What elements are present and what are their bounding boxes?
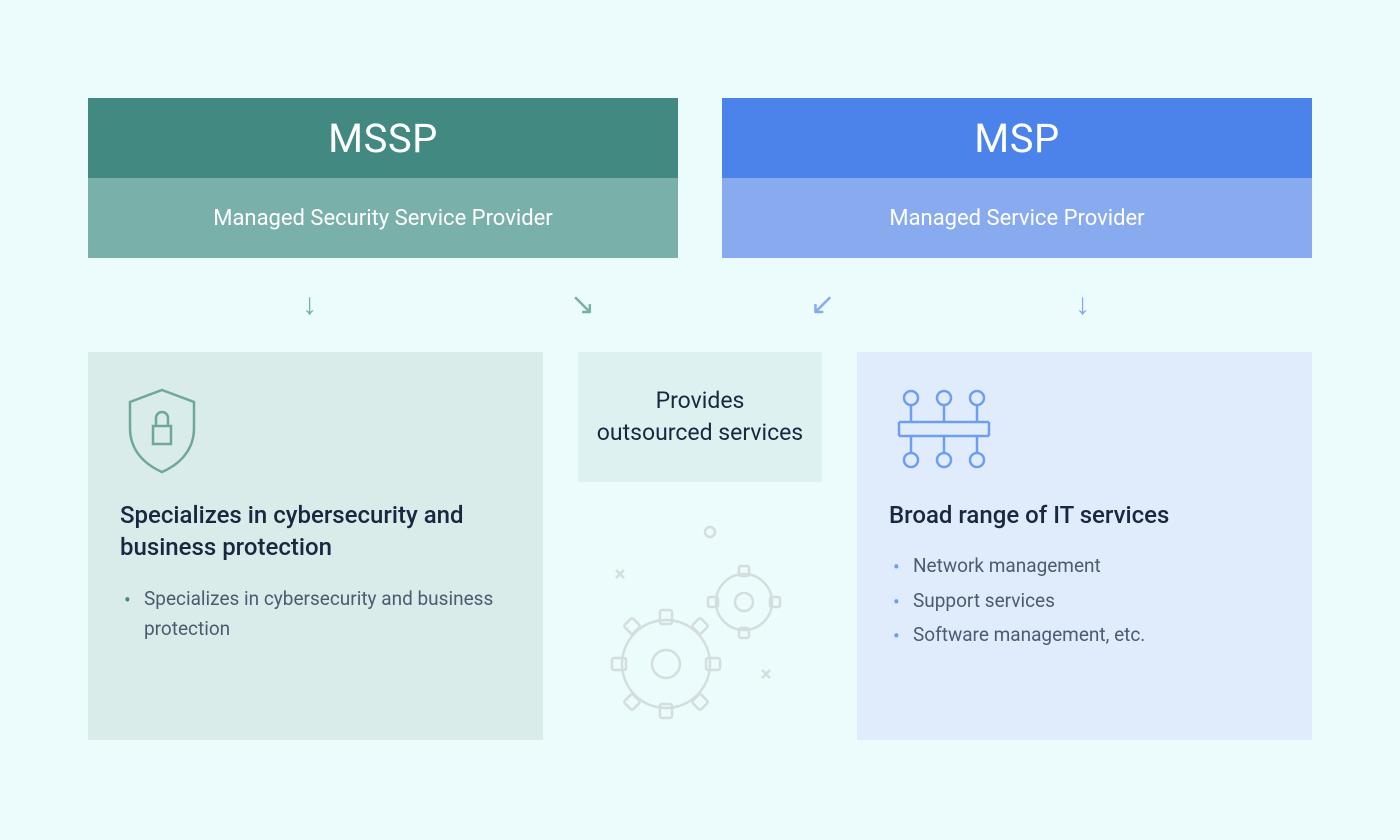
arrow-down-right-icon: ↘: [570, 290, 595, 320]
mssp-subtitle-bar: Managed Security Service Provider: [88, 178, 678, 258]
mssp-title: MSSP: [328, 115, 438, 162]
msp-title: MSP: [974, 115, 1059, 162]
mssp-bullet-list: Specializes in cybersecurity and busines…: [120, 584, 511, 645]
msp-subtitle: Managed Service Provider: [889, 206, 1144, 231]
gears-icon: [580, 520, 810, 740]
shield-lock-icon: [120, 384, 511, 499]
list-item: Network management: [889, 551, 1280, 581]
msp-detail-card: Broad range of IT services Network manag…: [857, 352, 1312, 740]
network-nodes-icon: [889, 384, 1280, 499]
arrow-down-icon: ↓: [302, 290, 317, 320]
mssp-detail-card: Specializes in cybersecurity and busines…: [88, 352, 543, 740]
list-item: Software management, etc.: [889, 620, 1280, 650]
arrow-down-left-icon: ↙: [810, 290, 835, 320]
center-shared-box: Provides outsourced services: [578, 352, 822, 482]
msp-subtitle-bar: Managed Service Provider: [722, 178, 1312, 258]
msp-title-bar: MSP: [722, 98, 1312, 178]
msp-heading: Broad range of IT services: [889, 499, 1280, 531]
msp-bullet-list: Network management Support services Soft…: [889, 551, 1280, 650]
mssp-subtitle: Managed Security Service Provider: [213, 206, 552, 231]
list-item: Support services: [889, 586, 1280, 616]
mssp-title-bar: MSSP: [88, 98, 678, 178]
list-item: Specializes in cybersecurity and busines…: [120, 584, 511, 645]
center-label: Provides outsourced services: [596, 385, 804, 449]
arrow-down-icon: ↓: [1075, 290, 1090, 320]
mssp-heading: Specializes in cybersecurity and busines…: [120, 499, 511, 564]
